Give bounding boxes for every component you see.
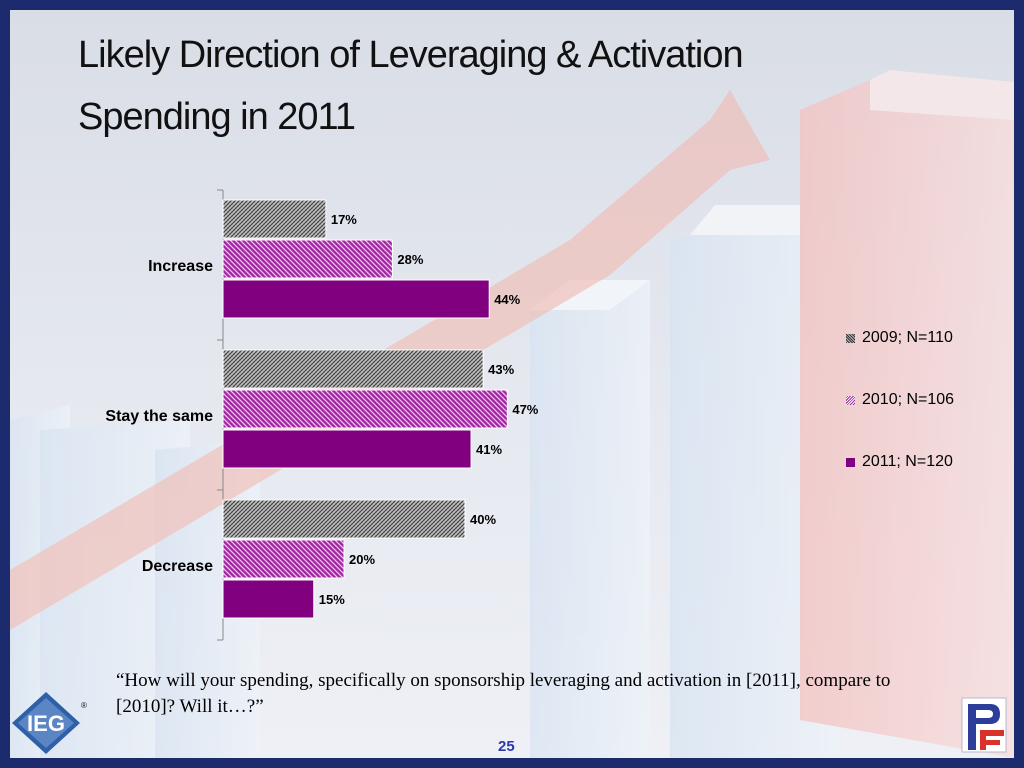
legend-swatch <box>846 457 855 467</box>
slide: Likely Direction of Leveraging & Activat… <box>10 10 1014 758</box>
bars: 17% 28% 44% 43% 47% 41% 40% 20% 15% <box>222 199 539 619</box>
category-label: Stay the same <box>105 408 213 425</box>
bar-chart: Increase Stay the same Decrease 17% 28% 44% 4… <box>105 189 539 641</box>
ieg-logo-text: IEG <box>27 711 65 736</box>
data-label: 17% <box>331 212 357 227</box>
data-label: 15% <box>319 592 345 607</box>
legend-item: 2011; N=120 <box>846 452 1006 472</box>
page-number: 25 <box>498 738 515 755</box>
data-label: 40% <box>470 512 496 527</box>
legend-label: 2011; N=120 <box>862 453 953 470</box>
bar <box>222 349 484 389</box>
category-label: Increase <box>148 258 213 275</box>
data-label: 47% <box>512 402 538 417</box>
legend-swatch <box>846 333 855 343</box>
bar <box>222 199 327 239</box>
bar <box>222 239 393 279</box>
ieg-logo: IEG ® <box>12 692 87 754</box>
bar <box>222 579 315 619</box>
data-label: 28% <box>397 252 423 267</box>
legend-label: 2009; N=110 <box>862 329 953 346</box>
bar <box>222 429 472 469</box>
bar <box>222 539 345 579</box>
survey-question-footnote: “How will your spending, specifically on… <box>116 670 891 717</box>
ieg-logo-registered: ® <box>81 701 87 710</box>
legend: 2009; N=110 2010; N=106 2011; N=120 <box>846 328 1006 514</box>
pf-logo <box>961 697 1007 753</box>
data-label: 41% <box>476 442 502 457</box>
data-label: 20% <box>349 552 375 567</box>
legend-item: 2010; N=106 <box>846 390 1006 410</box>
category-label: Decrease <box>142 558 213 575</box>
legend-label: 2010; N=106 <box>862 391 955 408</box>
legend-item: 2009; N=110 <box>846 328 1006 348</box>
bar <box>222 279 490 319</box>
data-label: 43% <box>488 362 514 377</box>
data-label: 44% <box>494 292 520 307</box>
bar <box>222 499 466 539</box>
legend-swatch <box>846 395 855 405</box>
axis: Increase Stay the same Decrease <box>105 189 224 641</box>
slide-title: Likely Direction of Leveraging & Activat… <box>78 34 744 138</box>
bar <box>222 389 508 429</box>
